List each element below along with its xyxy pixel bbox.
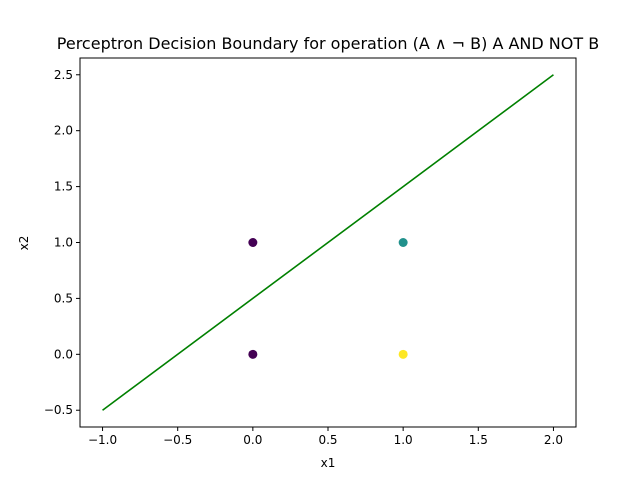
x-tick-label: −0.5 — [163, 433, 192, 447]
x-tick-label: 2.0 — [544, 433, 563, 447]
y-axis-label: x2 — [17, 236, 31, 251]
x-axis-ticks: −1.0 −0.5 0.0 0.5 1.0 1.5 2.0 — [88, 427, 563, 447]
data-point-2 — [398, 349, 408, 359]
chart-title: Perceptron Decision Boundary for operati… — [57, 34, 599, 53]
data-point-3 — [398, 238, 408, 247]
x-tick-label: 1.0 — [394, 433, 413, 447]
y-tick-label: 0.0 — [54, 347, 73, 361]
y-tick-label: 1.0 — [54, 236, 73, 250]
y-tick-label: −0.5 — [44, 403, 73, 417]
y-axis-ticks: −0.5 0.0 0.5 1.0 1.5 2.0 2.5 — [44, 68, 80, 417]
x-tick-label: −1.0 — [88, 433, 117, 447]
x-axis-label: x1 — [321, 456, 336, 470]
points-layer — [248, 238, 408, 359]
y-tick-label: 1.5 — [54, 180, 73, 194]
data-point-0 — [248, 349, 258, 359]
x-tick-label: 1.5 — [469, 433, 488, 447]
decision-boundary-line — [102, 74, 554, 411]
decision-boundary-layer — [102, 74, 554, 411]
data-point-1 — [248, 238, 258, 247]
x-tick-label: 0.5 — [318, 433, 337, 447]
x-tick-label: 0.0 — [243, 433, 262, 447]
y-tick-label: 0.5 — [54, 291, 73, 305]
y-tick-label: 2.0 — [54, 124, 73, 138]
y-tick-label: 2.5 — [54, 68, 73, 82]
